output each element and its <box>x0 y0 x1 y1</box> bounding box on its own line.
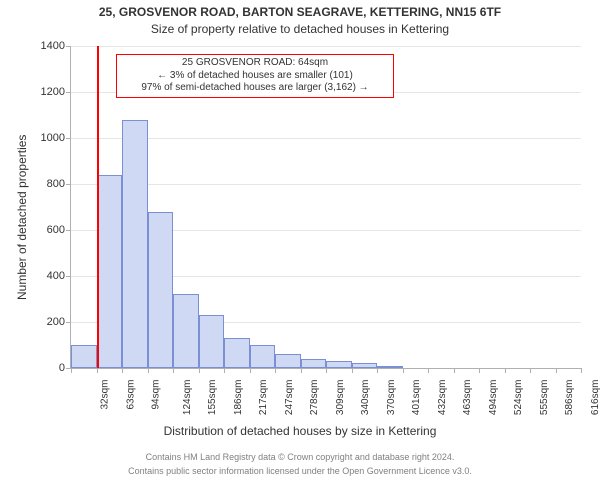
xtick-label: 217sqm <box>258 380 269 416</box>
xtick-mark <box>403 368 404 373</box>
xtick-label: 555sqm <box>539 380 550 416</box>
histogram-bar <box>301 359 327 368</box>
xtick-label: 94sqm <box>151 380 162 410</box>
xtick-mark <box>71 368 72 373</box>
ytick-label: 400 <box>47 270 71 282</box>
xtick-mark <box>377 368 378 373</box>
ytick-label: 1400 <box>41 40 71 52</box>
xtick-label: 401sqm <box>411 380 422 416</box>
xtick-mark <box>224 368 225 373</box>
ytick-label: 200 <box>47 316 71 328</box>
histogram-bar <box>71 345 97 368</box>
plot-area: 020040060080010001200140032sqm63sqm94sqm… <box>70 46 581 369</box>
gridline <box>71 184 581 185</box>
x-axis-title: Distribution of detached houses by size … <box>0 424 600 438</box>
histogram-bar <box>173 294 199 368</box>
xtick-label: 124sqm <box>182 380 193 416</box>
subject-marker-line <box>97 46 99 368</box>
page-title-line1: 25, GROSVENOR ROAD, BARTON SEAGRAVE, KET… <box>0 5 600 19</box>
info-box-line: ← 3% of detached houses are smaller (101… <box>119 70 391 83</box>
ytick-label: 800 <box>47 178 71 190</box>
y-axis-label: Number of detached properties <box>15 135 29 300</box>
xtick-mark <box>454 368 455 373</box>
xtick-mark <box>428 368 429 373</box>
xtick-label: 63sqm <box>125 380 136 410</box>
histogram-bar <box>352 363 378 368</box>
page-title-line2: Size of property relative to detached ho… <box>0 22 600 36</box>
ytick-label: 0 <box>59 362 71 374</box>
xtick-mark <box>173 368 174 373</box>
xtick-label: 32sqm <box>100 380 111 410</box>
xtick-mark <box>479 368 480 373</box>
histogram-bar <box>326 361 352 368</box>
xtick-label: 494sqm <box>488 380 499 416</box>
xtick-mark <box>556 368 557 373</box>
xtick-label: 616sqm <box>590 380 600 416</box>
histogram-bar <box>250 345 276 368</box>
footer-attribution-2: Contains public sector information licen… <box>0 466 600 476</box>
xtick-mark <box>148 368 149 373</box>
xtick-label: 186sqm <box>233 380 244 416</box>
footer-attribution-1: Contains HM Land Registry data © Crown c… <box>0 452 600 462</box>
xtick-label: 247sqm <box>284 380 295 416</box>
xtick-mark <box>122 368 123 373</box>
xtick-label: 586sqm <box>564 380 575 416</box>
ytick-label: 1200 <box>41 86 71 98</box>
xtick-mark <box>275 368 276 373</box>
xtick-label: 432sqm <box>437 380 448 416</box>
xtick-label: 309sqm <box>335 380 346 416</box>
gridline <box>71 46 581 47</box>
xtick-label: 463sqm <box>462 380 473 416</box>
xtick-mark <box>199 368 200 373</box>
histogram-bar <box>97 175 123 368</box>
info-box-line: 25 GROSVENOR ROAD: 64sqm <box>119 57 391 70</box>
xtick-label: 278sqm <box>309 380 320 416</box>
ytick-label: 600 <box>47 224 71 236</box>
subject-info-box: 25 GROSVENOR ROAD: 64sqm← 3% of detached… <box>116 54 394 98</box>
xtick-label: 370sqm <box>386 380 397 416</box>
histogram-bar <box>224 338 250 368</box>
histogram-bar <box>199 315 225 368</box>
xtick-mark <box>326 368 327 373</box>
xtick-mark <box>530 368 531 373</box>
ytick-label: 1000 <box>41 132 71 144</box>
xtick-mark <box>352 368 353 373</box>
xtick-mark <box>301 368 302 373</box>
histogram-bar <box>122 120 148 368</box>
xtick-label: 524sqm <box>513 380 524 416</box>
gridline <box>71 138 581 139</box>
histogram-bar <box>275 354 301 368</box>
figure-root: 25, GROSVENOR ROAD, BARTON SEAGRAVE, KET… <box>0 0 600 500</box>
xtick-label: 340sqm <box>360 380 371 416</box>
xtick-mark <box>581 368 582 373</box>
xtick-label: 155sqm <box>207 380 218 416</box>
xtick-mark <box>505 368 506 373</box>
xtick-mark <box>97 368 98 373</box>
xtick-mark <box>250 368 251 373</box>
histogram-bar <box>377 366 403 368</box>
histogram-bar <box>148 212 174 368</box>
info-box-line: 97% of semi-detached houses are larger (… <box>119 82 391 95</box>
